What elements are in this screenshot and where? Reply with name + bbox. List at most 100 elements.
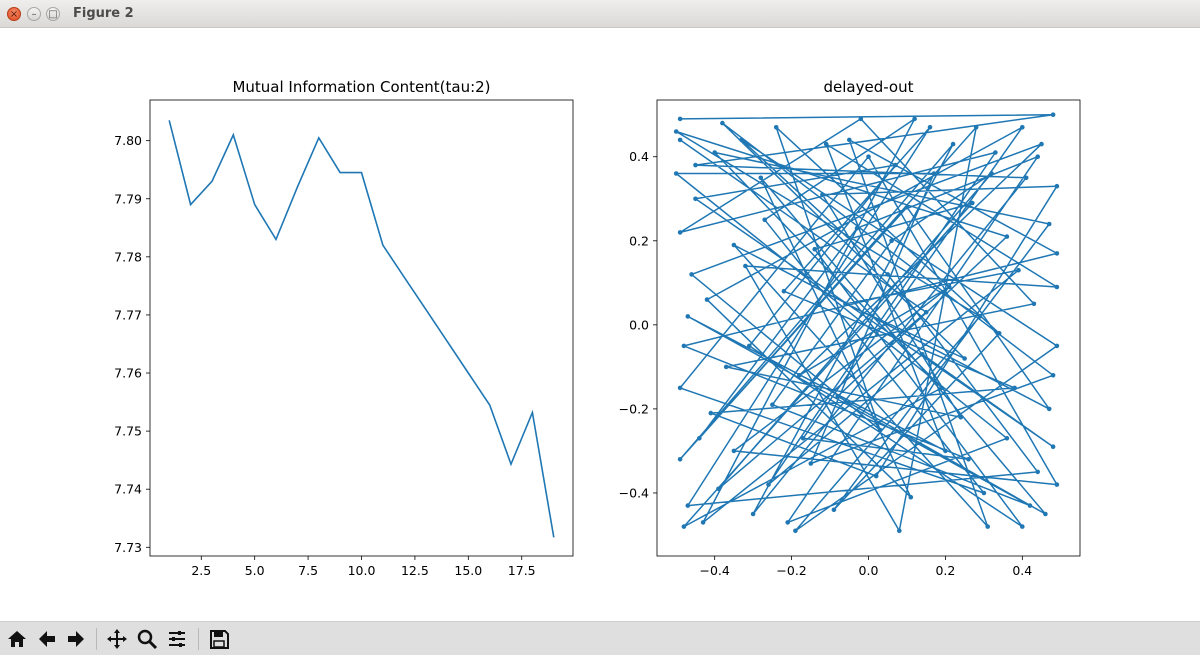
data-point — [808, 461, 814, 466]
data-point — [693, 196, 698, 202]
data-point — [773, 125, 779, 130]
data-point — [931, 171, 937, 176]
data-point — [977, 314, 983, 319]
data-point — [958, 415, 964, 420]
data-point — [873, 473, 879, 479]
data-point — [677, 137, 683, 143]
data-point — [823, 141, 829, 147]
configure-subplots-button[interactable] — [164, 626, 190, 652]
zoom-button[interactable] — [134, 626, 160, 652]
save-icon — [210, 630, 229, 649]
x-tick-label: 0.4 — [1012, 563, 1032, 578]
y-tick-label: 0.0 — [629, 317, 649, 332]
data-point — [739, 137, 744, 143]
data-point — [716, 486, 721, 492]
zoom-icon — [137, 629, 158, 650]
data-point — [704, 297, 710, 302]
data-point — [781, 288, 787, 294]
y-tick-label: 7.74 — [114, 482, 142, 497]
back-button[interactable] — [34, 626, 60, 652]
data-point — [943, 448, 948, 454]
data-point — [762, 217, 767, 223]
data-point — [693, 162, 698, 168]
data-point — [750, 511, 756, 517]
data-point — [712, 150, 717, 155]
minimize-window-button[interactable]: – — [27, 7, 41, 21]
data-point — [885, 272, 890, 277]
home-icon — [8, 631, 26, 647]
data-point — [1004, 234, 1010, 239]
data-point — [1020, 125, 1025, 130]
x-tick-label: 15.0 — [454, 563, 482, 578]
data-point — [996, 331, 1002, 336]
forward-button[interactable] — [63, 626, 89, 652]
data-point — [1043, 511, 1048, 517]
data-point — [1054, 284, 1060, 290]
subplots-icon — [169, 631, 185, 647]
data-point — [1035, 469, 1040, 475]
figure-canvas: Mutual Information Content(tau:2) 2.5 5.0 7… — [114, 78, 1081, 578]
maximize-window-button[interactable]: □ — [46, 7, 60, 21]
data-point — [1054, 482, 1060, 487]
data-point — [689, 272, 694, 277]
save-button[interactable] — [206, 626, 232, 652]
data-point — [973, 125, 979, 130]
toolbar-separator — [198, 628, 199, 650]
data-point — [1054, 183, 1060, 189]
y-tick-label: 7.76 — [114, 366, 142, 381]
close-window-button[interactable]: × — [7, 7, 21, 21]
data-point — [831, 507, 837, 513]
y-tick-label: 7.77 — [114, 307, 142, 322]
data-point — [923, 309, 929, 315]
data-point — [966, 457, 971, 462]
x-tick-label: 5.0 — [245, 563, 265, 578]
x-tick-label: 0.0 — [859, 563, 879, 578]
data-point — [1050, 373, 1056, 378]
navigation-toolbar — [0, 621, 1200, 655]
pan-button[interactable] — [104, 626, 130, 652]
data-point — [1012, 385, 1017, 391]
data-point — [720, 120, 725, 126]
data-point — [677, 385, 683, 391]
y-tick-label: 0.2 — [629, 233, 649, 248]
data-point — [927, 125, 933, 130]
data-point — [747, 343, 752, 349]
data-point — [700, 520, 706, 525]
data-point — [708, 410, 714, 416]
data-point — [889, 238, 894, 244]
data-point — [904, 204, 910, 210]
home-button[interactable] — [4, 626, 30, 652]
toolbar-separator — [96, 628, 97, 650]
data-point — [743, 263, 748, 269]
data-point — [893, 162, 898, 168]
data-point — [820, 192, 825, 197]
mutual-information-axes: Mutual Information Content(tau:2) 2.5 5.0 7… — [114, 78, 574, 578]
data-point — [785, 520, 790, 525]
data-point — [858, 116, 864, 122]
data-point — [681, 343, 687, 349]
data-point — [843, 301, 848, 307]
mutual-information-line — [168, 120, 555, 538]
x-tick-label: 0.2 — [935, 563, 955, 578]
y-tick-label: 7.79 — [114, 191, 142, 206]
x-tick-label: −0.4 — [700, 563, 730, 578]
y-tick-label: 7.78 — [114, 249, 142, 264]
x-tick-label: −0.2 — [776, 563, 806, 578]
pan-icon — [107, 629, 127, 649]
y-tick-label: −0.4 — [619, 485, 649, 500]
data-point — [993, 150, 998, 155]
data-point — [681, 524, 687, 529]
data-point — [962, 356, 967, 361]
data-point — [1035, 154, 1040, 159]
x-tick-label: 10.0 — [348, 563, 376, 578]
data-point — [797, 373, 802, 378]
data-point — [800, 436, 806, 441]
data-point — [723, 364, 729, 370]
data-point — [766, 482, 771, 487]
data-point — [920, 352, 925, 357]
data-point — [731, 242, 737, 248]
y-tick-label: −0.2 — [619, 401, 649, 416]
data-point — [685, 503, 691, 508]
data-point — [731, 448, 737, 454]
delayed-out-line — [675, 113, 1058, 532]
